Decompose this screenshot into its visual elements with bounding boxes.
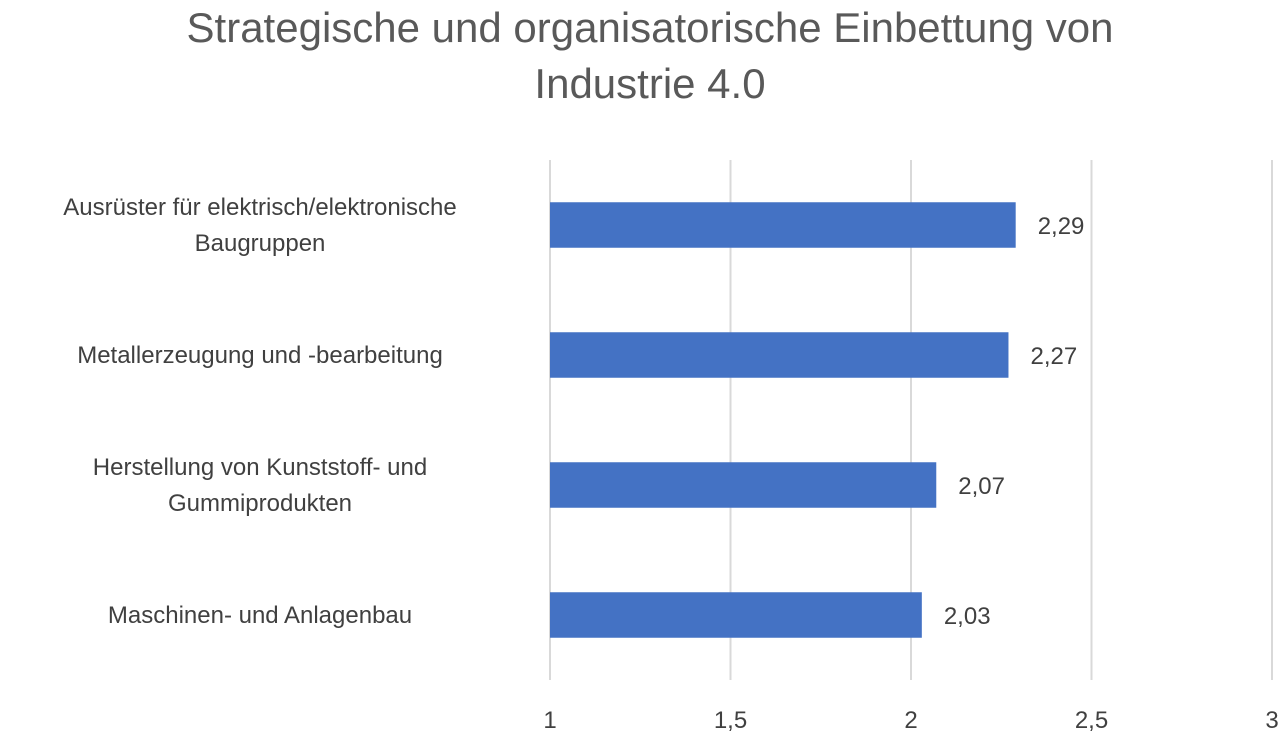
x-tick-label: 3 xyxy=(1265,707,1278,734)
category-label: Herstellung von Kunststoff- und Gummiprod… xyxy=(93,454,427,517)
data-label: 2,03 xyxy=(944,603,991,630)
category-label: Ausrüster für elektrisch/elektronische Ba… xyxy=(63,194,457,257)
data-label: 2,07 xyxy=(958,473,1005,500)
data-label: 2,27 xyxy=(1030,343,1077,370)
x-tick-label: 2,5 xyxy=(1075,707,1108,734)
data-label: 2,29 xyxy=(1038,213,1085,240)
x-tick-label: 2 xyxy=(904,707,917,734)
chart-title-line-2: Industrie 4.0 xyxy=(534,60,766,107)
category-label: Maschinen- und Anlagenbau xyxy=(108,602,412,629)
chart-title-line-1: Strategische und organisatorische Einbet… xyxy=(186,4,1114,51)
bar xyxy=(550,202,1016,248)
x-tick-label: 1 xyxy=(543,707,556,734)
x-tick-label: 1,5 xyxy=(714,707,747,734)
bar xyxy=(550,332,1009,378)
chart-title: Strategische und organisatorische Einbet… xyxy=(0,0,1280,112)
bar xyxy=(550,592,922,638)
bar xyxy=(550,462,937,508)
category-label: Metallerzeugung und -bearbeitung xyxy=(77,342,443,369)
